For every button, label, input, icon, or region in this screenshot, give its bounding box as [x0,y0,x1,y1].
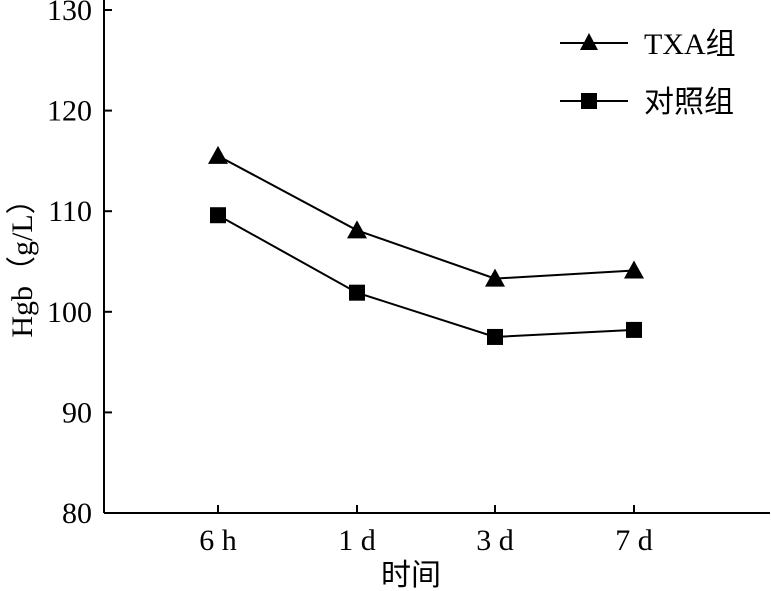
data-point-control [349,284,365,301]
data-point-txa [485,268,505,287]
legend: TXA组 对照组 [560,28,736,119]
x-tick-label: 1 d [338,524,376,557]
y-tick-label: 80 [62,497,92,530]
data-point-txa [347,220,367,239]
legend-label-control: 对照组 [644,86,734,119]
legend-marker-square [581,93,597,109]
data-point-control [487,328,503,345]
y-tick-label: 120 [47,95,92,128]
data-point-control [626,321,642,338]
legend-marker-triangle [580,33,598,50]
data-point-txa [624,260,644,279]
axes [103,0,770,514]
data-point-control [210,207,226,224]
y-axis-title: Hgb（g/L） [6,184,39,337]
x-axis-title: 时间 [381,559,441,591]
series-line-txa [217,154,635,280]
series-line-control [217,214,635,338]
x-ticks: 6 h 1 d 3 d 7 d [199,505,653,557]
series-layer [208,145,644,345]
y-tick-label: 100 [47,296,92,329]
data-point-txa [208,145,228,164]
x-tick-label: 3 d [476,524,514,557]
x-tick-label: 6 h [199,524,237,557]
y-ticks: 80 90 100 110 120 130 [47,0,112,530]
y-tick-label: 110 [48,195,92,228]
x-tick-label: 7 d [615,524,653,557]
y-tick-label: 90 [62,396,92,429]
legend-label-txa: TXA组 [644,28,736,61]
y-tick-label: 130 [47,0,92,27]
